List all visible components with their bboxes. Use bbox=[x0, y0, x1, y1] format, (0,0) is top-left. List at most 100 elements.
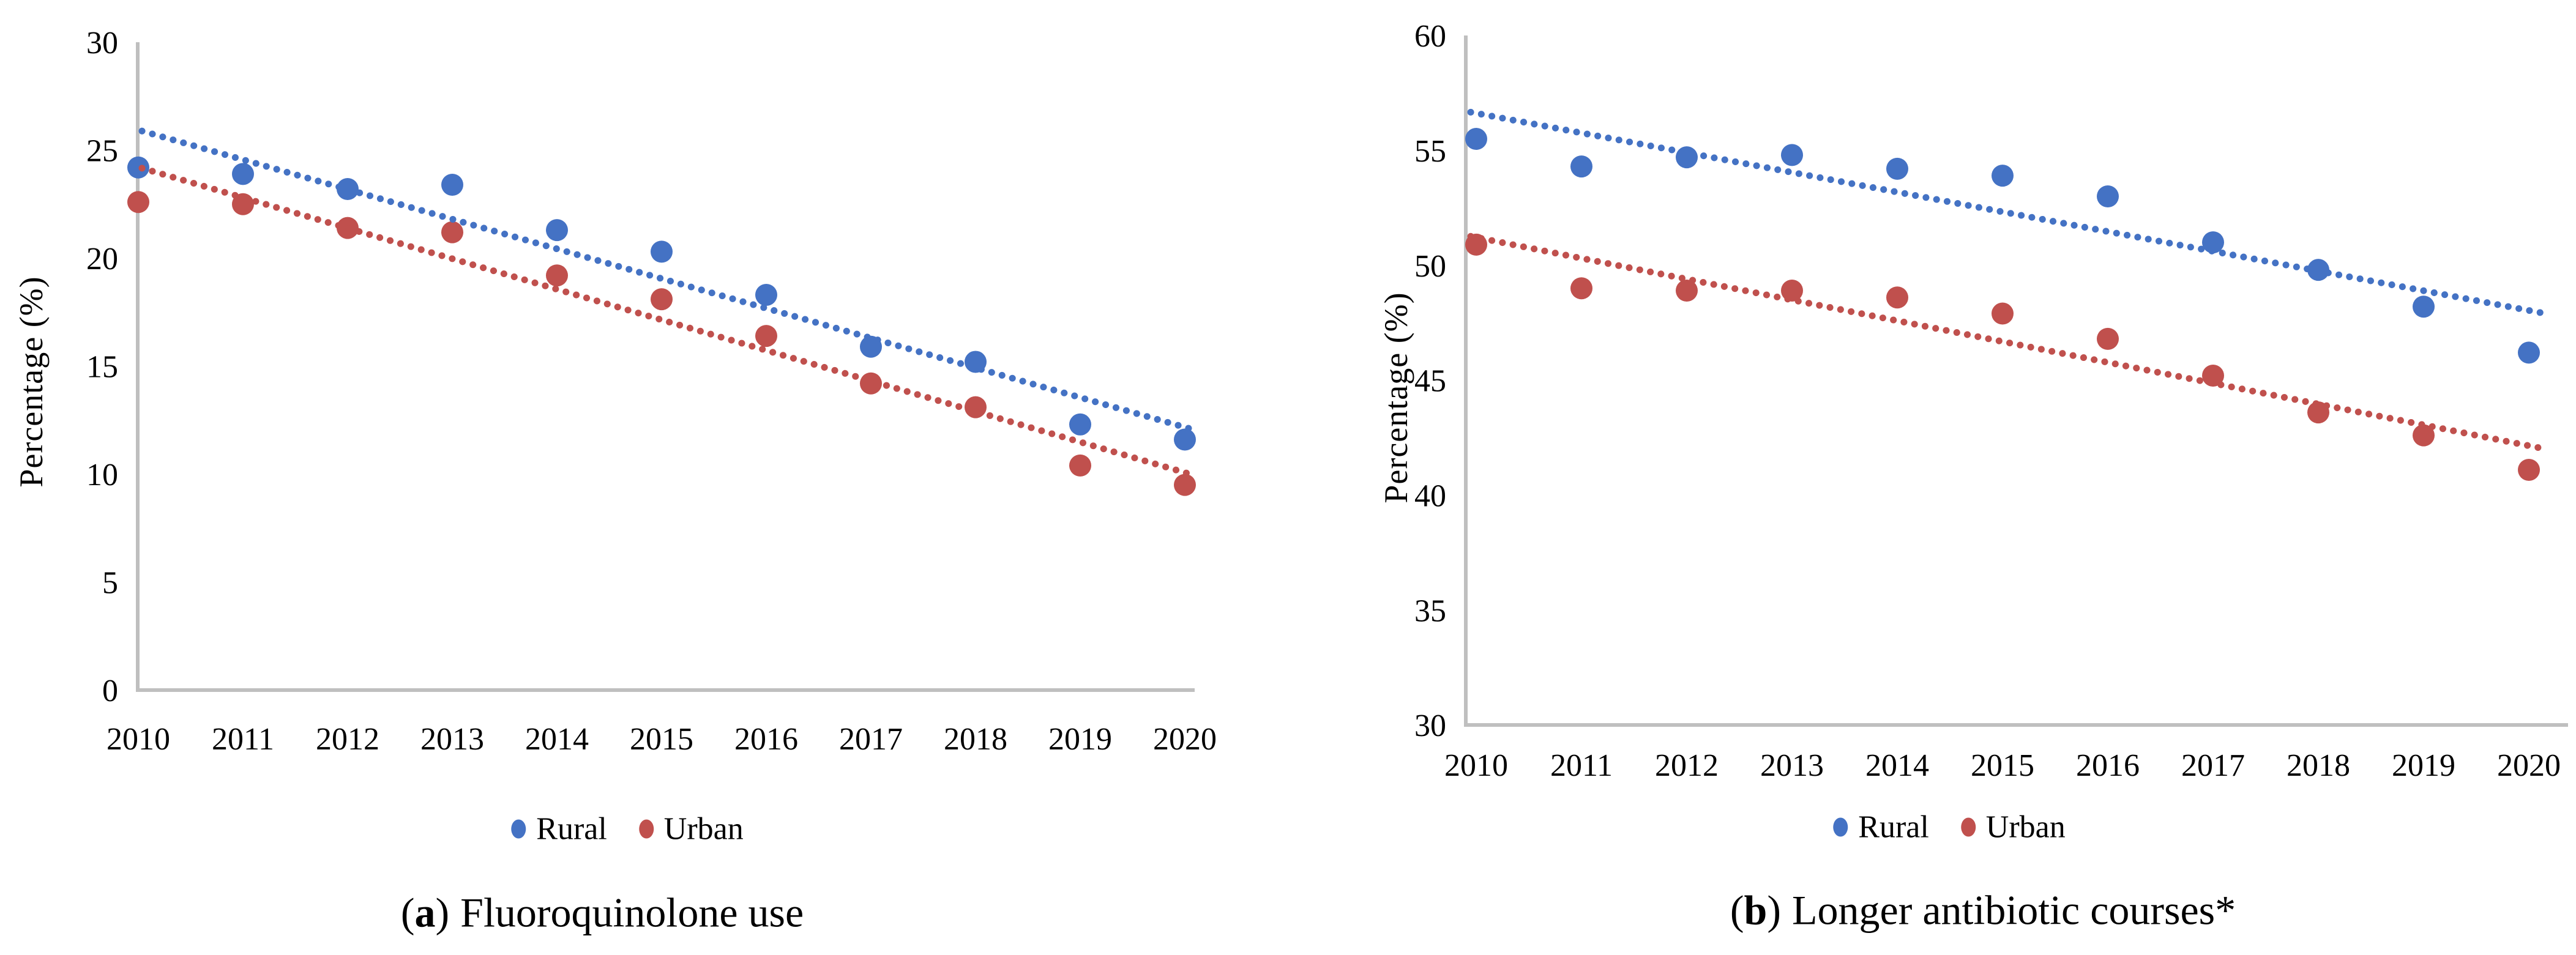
caption-b-label: Longer antibiotic courses* bbox=[1792, 886, 2236, 934]
caption-b-open: ( bbox=[1730, 886, 1744, 934]
data-point-urban bbox=[127, 191, 149, 214]
trendline-rural bbox=[1467, 108, 2547, 317]
data-point-rural bbox=[1465, 128, 1487, 150]
data-point-urban bbox=[651, 288, 673, 311]
y-tick-label: 50 bbox=[1414, 249, 1446, 284]
x-tick-label: 2010 bbox=[106, 722, 170, 757]
data-point-urban bbox=[2413, 424, 2435, 447]
x-tick-label: 2020 bbox=[1153, 722, 1217, 757]
legend-entry-rural: Rural bbox=[511, 811, 607, 847]
rural-legend-label: Rural bbox=[536, 811, 607, 847]
y-tick-label: 25 bbox=[86, 134, 118, 169]
x-tick-label: 2014 bbox=[525, 722, 589, 757]
rural-legend-marker bbox=[511, 819, 526, 839]
data-point-urban bbox=[1570, 277, 1592, 300]
data-point-urban bbox=[1886, 286, 1908, 309]
y-tick-label: 30 bbox=[86, 26, 118, 61]
data-point-rural bbox=[127, 156, 149, 179]
x-tick-label: 2013 bbox=[420, 722, 484, 757]
caption-a-open: ( bbox=[400, 889, 415, 936]
data-point-rural bbox=[546, 219, 568, 242]
rural-legend-label: Rural bbox=[1858, 809, 1929, 845]
y-tick-label: 45 bbox=[1414, 364, 1446, 399]
caption-b: (b) Longer antibiotic courses* bbox=[1730, 886, 2236, 935]
data-point-rural bbox=[1570, 155, 1592, 178]
y-tick-label: 10 bbox=[86, 458, 118, 492]
x-tick-label: 2014 bbox=[1865, 748, 1929, 783]
y-tick-label: 40 bbox=[1414, 479, 1446, 514]
x-tick-label: 2017 bbox=[839, 722, 903, 757]
data-point-rural bbox=[1992, 165, 2014, 187]
chart-b: 30 35 40 45 50 55 60 2010 2011 2012 2013 2014 2015 20… bbox=[1414, 19, 2568, 783]
data-point-rural bbox=[1676, 146, 1698, 169]
x-tick-label: 2011 bbox=[1550, 748, 1613, 783]
data-point-rural bbox=[441, 173, 463, 196]
urban-legend-label: Urban bbox=[663, 811, 744, 847]
y-tick-label: 35 bbox=[1414, 593, 1446, 628]
data-point-rural bbox=[1886, 157, 1908, 180]
x-tick-label: 2019 bbox=[1048, 722, 1112, 757]
data-point-rural bbox=[2413, 295, 2435, 318]
urban-legend-marker bbox=[638, 819, 654, 839]
chart-a: 0 5 10 15 20 25 30 2010 2011 2012 2013 2014 2015 2016… bbox=[86, 26, 1217, 757]
caption-a-letter: a bbox=[414, 889, 436, 936]
trendline-urban bbox=[138, 165, 1196, 478]
legend-b: Rural Urban bbox=[1833, 809, 2066, 845]
y-axis-title-a: Percentage (%) bbox=[13, 276, 50, 488]
x-tick-label: 2012 bbox=[316, 722, 379, 757]
data-point-rural bbox=[1174, 428, 1196, 451]
legend-a: Rural Urban bbox=[511, 811, 744, 847]
data-point-rural bbox=[755, 284, 777, 307]
y-tick-label: 30 bbox=[1414, 708, 1446, 743]
legend-entry-rural: Rural bbox=[1833, 809, 1929, 845]
x-tick-label: 2015 bbox=[630, 722, 693, 757]
caption-a: (a) Fluoroquinolone use bbox=[401, 889, 804, 937]
data-point-urban bbox=[1069, 454, 1091, 477]
data-point-urban bbox=[1992, 302, 2014, 325]
data-point-rural bbox=[1069, 413, 1091, 436]
x-tick-label: 2010 bbox=[1444, 748, 1508, 783]
caption-b-letter: b bbox=[1744, 886, 1768, 934]
x-tick-label: 2015 bbox=[1971, 748, 2034, 783]
y-tick-label: 5 bbox=[102, 566, 118, 601]
data-point-rural bbox=[2518, 341, 2540, 364]
data-point-rural bbox=[651, 240, 673, 263]
y-tick-label: 55 bbox=[1414, 134, 1446, 169]
urban-legend-marker bbox=[1960, 817, 1976, 837]
x-tick-label: 2013 bbox=[1760, 748, 1824, 783]
x-tick-label: 2018 bbox=[2287, 748, 2350, 783]
legend-entry-urban: Urban bbox=[638, 811, 744, 847]
data-point-rural bbox=[2202, 231, 2224, 254]
caption-a-close: ) bbox=[435, 889, 450, 936]
data-point-rural bbox=[232, 163, 254, 185]
data-point-urban bbox=[546, 264, 568, 287]
caption-a-label: Fluoroquinolone use bbox=[460, 889, 804, 936]
legend-entry-urban: Urban bbox=[1960, 809, 2066, 845]
caption-b-close: ) bbox=[1767, 886, 1782, 934]
y-tick-label: 60 bbox=[1414, 19, 1446, 54]
y-tick-label: 20 bbox=[86, 242, 118, 277]
trendline-rural bbox=[138, 127, 1196, 433]
x-tick-label: 2016 bbox=[2076, 748, 2140, 783]
y-tick-label: 15 bbox=[86, 350, 118, 385]
urban-legend-label: Urban bbox=[1985, 809, 2066, 845]
data-point-urban bbox=[755, 325, 777, 347]
trendline-urban bbox=[1467, 232, 2547, 452]
data-point-rural bbox=[2097, 185, 2119, 207]
x-tick-label: 2012 bbox=[1655, 748, 1719, 783]
data-point-urban bbox=[1676, 279, 1698, 302]
data-point-urban bbox=[2518, 459, 2540, 481]
x-tick-label: 2016 bbox=[734, 722, 798, 757]
data-point-rural bbox=[1781, 144, 1803, 166]
y-tick-label: 0 bbox=[102, 674, 118, 708]
x-tick-label: 2018 bbox=[944, 722, 1007, 757]
x-tick-label: 2019 bbox=[2392, 748, 2455, 783]
data-point-urban bbox=[1174, 474, 1196, 496]
y-axis-title-b: Percentage (%) bbox=[1378, 292, 1414, 504]
x-tick-label: 2020 bbox=[2497, 748, 2561, 783]
data-point-urban bbox=[2097, 327, 2119, 350]
data-point-urban bbox=[441, 221, 463, 243]
x-tick-label: 2017 bbox=[2181, 748, 2245, 783]
